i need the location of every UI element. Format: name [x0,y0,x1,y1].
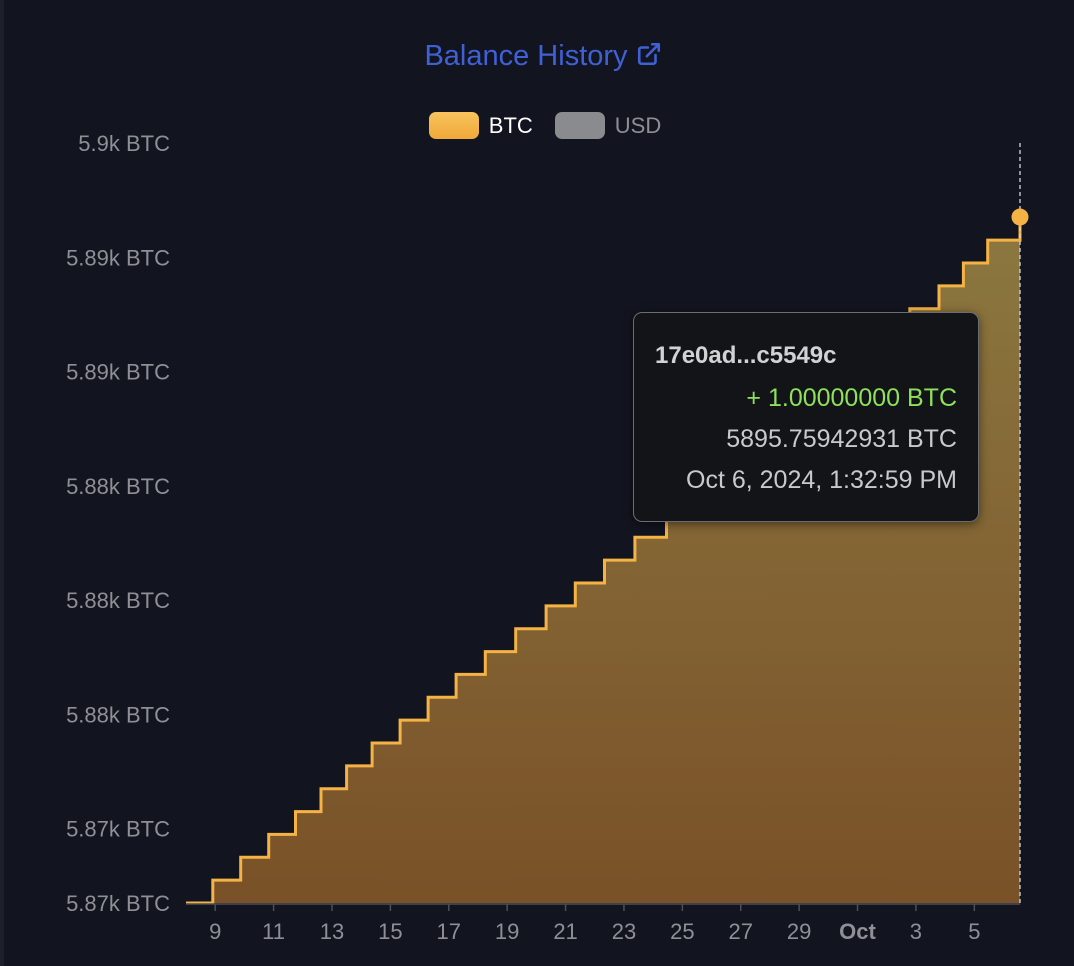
tooltip-timestamp: Oct 6, 2024, 1:32:59 PM [686,466,957,494]
y-tick-label: 5.88k BTC [66,474,170,499]
x-tick-label: Oct [839,919,876,944]
x-tick-label: 9 [209,919,221,944]
x-tick-label: 15 [378,919,402,944]
chart-legend: BTC USD [0,112,1074,139]
external-link-icon[interactable] [636,41,662,67]
legend-label-usd: USD [614,112,662,138]
y-tick-label: 5.89k BTC [66,245,170,270]
x-tick-label: 11 [262,919,285,944]
tooltip-delta: + 1.00000000 BTC [746,384,957,412]
y-tick-label: 5.87k BTC [66,891,170,916]
balance-line-btc [186,217,1022,905]
x-tick-label: 5 [968,919,980,944]
y-tick-label: 5.87k BTC [66,817,170,842]
hover-point[interactable] [1011,208,1029,226]
y-tick-label: 5.88k BTC [66,588,170,613]
legend-item-btc[interactable]: BTC [428,112,533,139]
y-tick-label: 5.89k BTC [66,360,170,385]
balance-area [186,217,1020,904]
left-edge [0,0,4,966]
x-tick-label: 27 [729,919,753,944]
x-tick-label: 23 [612,919,636,944]
chart-title[interactable]: Balance History [424,40,628,72]
x-tick-label: 19 [495,919,519,944]
x-tick-label: 17 [437,919,461,944]
legend-swatch-btc [428,112,479,139]
x-tick-label: 25 [670,919,694,944]
legend-swatch-usd [554,112,605,139]
balance-history-title[interactable]: Balance History [0,40,1074,73]
data-tooltip: 17e0ad...c5549c + 1.00000000 BTC 5895.75… [633,312,979,522]
y-tick-label: 5.9k BTC [78,131,170,156]
tooltip-balance: 5895.75942931 BTC [726,425,957,453]
legend-item-usd[interactable]: USD [554,112,662,139]
legend-label-btc: BTC [488,112,533,138]
x-tick-label: 29 [787,919,811,944]
x-tick-label: 3 [910,919,922,944]
x-tick-label: 21 [553,919,577,944]
tooltip-transaction-id: 17e0ad...c5549c [655,342,837,369]
y-tick-label: 5.88k BTC [66,702,170,727]
x-tick-label: 13 [320,919,344,944]
